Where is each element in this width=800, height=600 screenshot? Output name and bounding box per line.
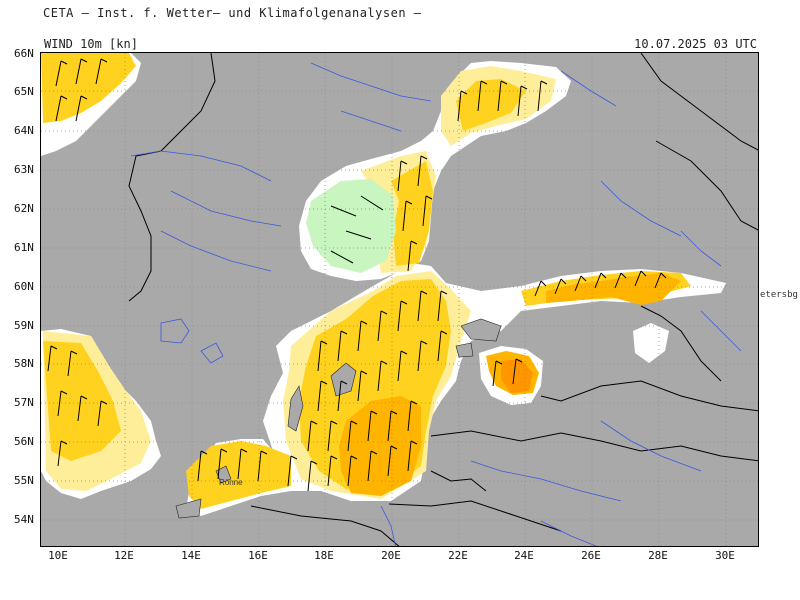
lat-label-55: 55N xyxy=(14,474,34,487)
lon-label-14: 14E xyxy=(181,549,201,562)
lat-label-57: 57N xyxy=(14,396,34,409)
lon-label-24: 24E xyxy=(514,549,534,562)
wind-shading xyxy=(41,53,691,509)
lat-label-56: 56N xyxy=(14,435,34,448)
lon-label-28: 28E xyxy=(648,549,668,562)
lat-label-58: 58N xyxy=(14,357,34,370)
lon-label-16: 16E xyxy=(248,549,268,562)
country-borders xyxy=(128,53,758,546)
bornholm-label: Rönne xyxy=(219,478,243,487)
petersburg-label: etersbg xyxy=(760,290,798,300)
lon-label-10: 10E xyxy=(48,549,68,562)
lat-label-64: 64N xyxy=(14,124,34,137)
lon-label-12: 12E xyxy=(114,549,134,562)
variable-label: WIND 10m [kn] xyxy=(44,37,138,51)
lat-label-65: 65N xyxy=(14,85,34,98)
lon-label-30: 30E xyxy=(715,549,735,562)
lat-label-63: 63N xyxy=(14,163,34,176)
lat-label-62: 62N xyxy=(14,202,34,215)
lat-label-61: 61N xyxy=(14,241,34,254)
wind-map: Rönne xyxy=(40,52,759,547)
lat-label-54: 54N xyxy=(14,513,34,526)
map-canvas: Rönne xyxy=(41,53,758,546)
lon-label-20: 20E xyxy=(381,549,401,562)
lon-label-26: 26E xyxy=(581,549,601,562)
lon-label-18: 18E xyxy=(314,549,334,562)
rivers xyxy=(130,62,742,546)
datetime-label: 10.07.2025 03 UTC xyxy=(634,37,757,51)
header-title: CETA — Inst. f. Wetter— und Klimafolgena… xyxy=(43,6,422,20)
lat-label-66: 66N xyxy=(14,47,34,60)
map-label-bar: WIND 10m [kn] 10.07.2025 03 UTC xyxy=(40,37,759,51)
islands xyxy=(175,318,502,519)
graticule xyxy=(41,53,758,546)
lat-label-60: 60N xyxy=(14,280,34,293)
lat-label-59: 59N xyxy=(14,319,34,332)
lon-label-22: 22E xyxy=(448,549,468,562)
wind-barbs xyxy=(47,58,667,492)
